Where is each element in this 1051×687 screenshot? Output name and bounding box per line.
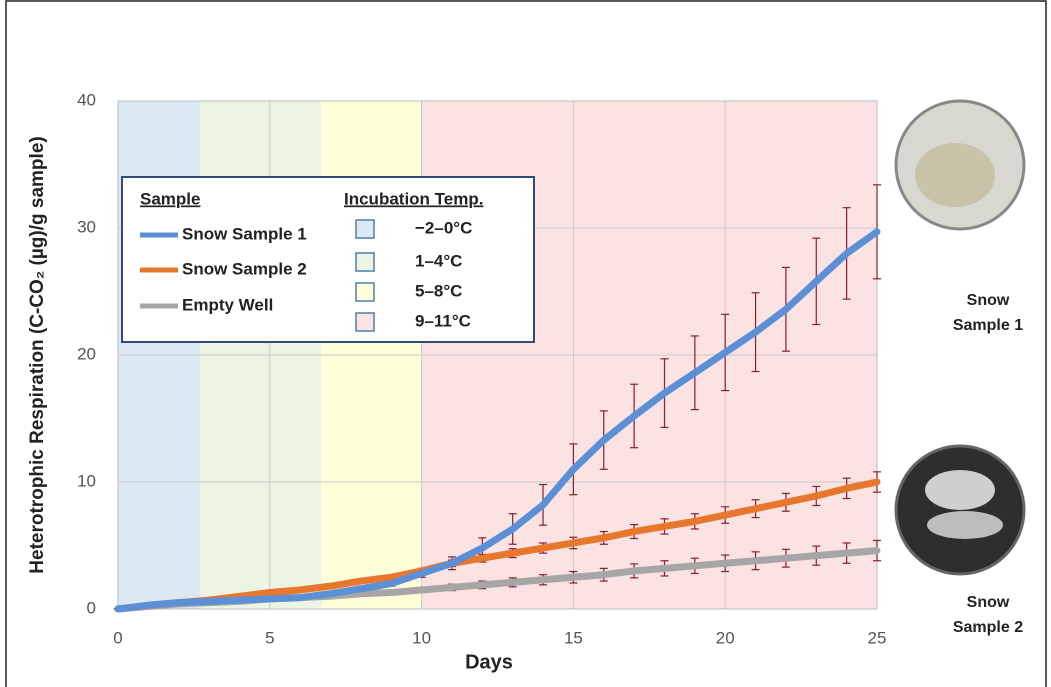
legend-swatch: [355, 252, 375, 272]
legend-label: Snow Sample 2: [182, 259, 307, 278]
legend-label: 1–4°C: [415, 251, 462, 270]
legend-swatch: [355, 219, 375, 239]
legend-label: −2–0°C: [415, 218, 472, 237]
legend-label: Snow Sample 1: [182, 224, 307, 243]
legend-title: Incubation Temp.: [344, 189, 483, 208]
legend-label: 5–8°C: [415, 281, 462, 300]
y-tick-label: 30: [77, 217, 96, 236]
legend-title: Sample: [140, 189, 200, 208]
series-line: [114, 478, 881, 613]
legend-swatch: [355, 312, 375, 332]
y-tick-label: 10: [77, 471, 96, 490]
x-tick-label: 15: [564, 628, 583, 647]
x-tick-label: 0: [113, 628, 122, 647]
photo-snow: [927, 511, 1003, 539]
legend-swatch: [355, 282, 375, 302]
y-tick-label: 0: [87, 598, 96, 617]
x-tick-label: 20: [716, 628, 735, 647]
y-axis-label: Heterotrophic Respiration (C-CO₂ (µg)/g …: [27, 136, 48, 573]
legend-label: 9–11°C: [415, 311, 471, 330]
x-tick-label: 5: [265, 628, 274, 647]
plot-border: [117, 100, 878, 610]
legend-label: Empty Well: [182, 295, 273, 314]
photo-snow: [925, 470, 995, 510]
y-tick-label: 40: [77, 90, 96, 109]
photo-label: Snow Sample 1: [952, 292, 1024, 334]
x-tick-label: 10: [412, 628, 431, 647]
photo-label: Snow Sample 2: [952, 594, 1024, 636]
x-tick-label: 25: [868, 628, 887, 647]
y-tick-label: 20: [77, 344, 96, 363]
legend-box: [121, 176, 535, 343]
series-line: [114, 228, 881, 613]
frame: [5, 0, 1047, 687]
photo-snow: [915, 143, 995, 207]
x-axis-label: Days: [465, 651, 513, 673]
